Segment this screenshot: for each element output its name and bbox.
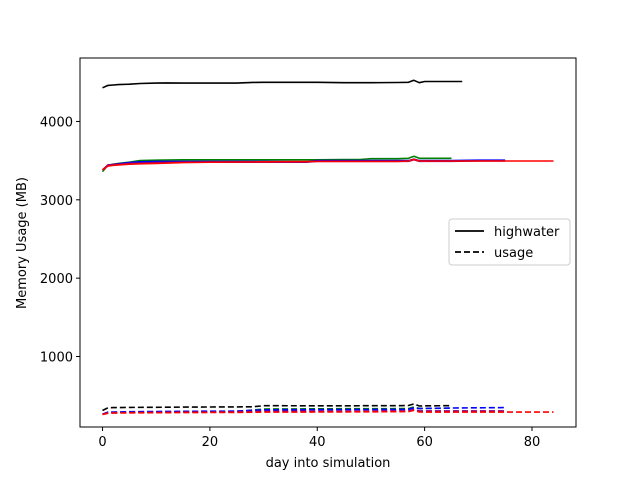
- series-layer: [101, 79, 554, 416]
- y-axis-label: Memory Usage (MB): [15, 177, 30, 309]
- y-tick-label: 4000: [40, 115, 73, 130]
- plot-frame: [79, 57, 577, 428]
- y-tick-label: 1000: [40, 350, 73, 365]
- x-tick-label: 40: [309, 435, 326, 450]
- x-tick-label: 0: [98, 435, 106, 450]
- legend: highwater usage: [448, 218, 571, 266]
- x-tick-label: 60: [416, 435, 433, 450]
- x-axis-label: day into simulation: [266, 456, 391, 471]
- x-tick-label: 20: [202, 435, 219, 450]
- series-line-usage-black: [102, 403, 452, 412]
- series-line-highwater-red: [102, 158, 554, 171]
- series-line-highwater-black: [102, 79, 463, 89]
- y-axis: 1000 2000 3000 4000: [40, 115, 80, 365]
- legend-label-usage: usage: [494, 246, 533, 261]
- y-tick-label: 2000: [40, 272, 73, 287]
- x-tick-label: 80: [524, 435, 541, 450]
- legend-label-highwater: highwater: [494, 225, 560, 240]
- x-axis: 0 20 40 60 80: [98, 427, 540, 450]
- y-tick-label: 3000: [40, 194, 73, 209]
